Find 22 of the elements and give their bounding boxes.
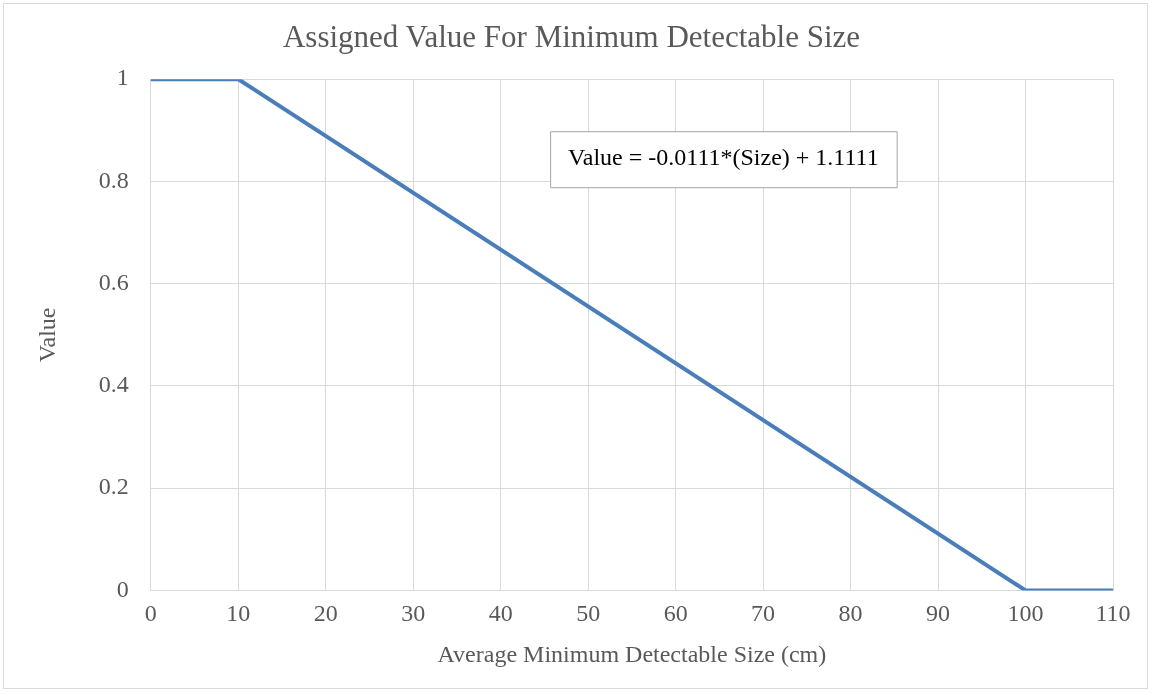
x-tick-label: 20	[313, 600, 338, 627]
x-tick-label: 0	[144, 600, 157, 627]
x-tick-label: 70	[751, 600, 776, 627]
annotation: Value = -0.0111*(Size) + 1.1111	[568, 144, 879, 171]
x-tick-label: 30	[401, 600, 426, 627]
y-tick-label: 0.6	[98, 268, 129, 295]
x-tick-label: 60	[663, 600, 688, 627]
y-tick-label: 0.4	[98, 371, 129, 398]
y-tick-label: 0.2	[98, 473, 129, 500]
x-tick-label: 100	[1007, 600, 1044, 627]
y-tick-label: 0	[116, 575, 129, 602]
x-tick-label: 50	[576, 600, 601, 627]
x-tick-label: 110	[1095, 600, 1131, 627]
x-tick-label: 80	[838, 600, 863, 627]
x-tick-label: 90	[926, 600, 951, 627]
y-tick-label: 1	[116, 64, 129, 91]
y-tick-label: 0.8	[98, 166, 129, 193]
x-tick-label: 10	[226, 600, 251, 627]
x-tick-label: 40	[488, 600, 513, 627]
x-axis-title: Average Minimum Detectable Size (cm)	[437, 640, 827, 667]
chart-title: Assigned Value For Minimum Detectable Size	[282, 18, 861, 54]
y-axis-title: Value	[33, 307, 60, 363]
